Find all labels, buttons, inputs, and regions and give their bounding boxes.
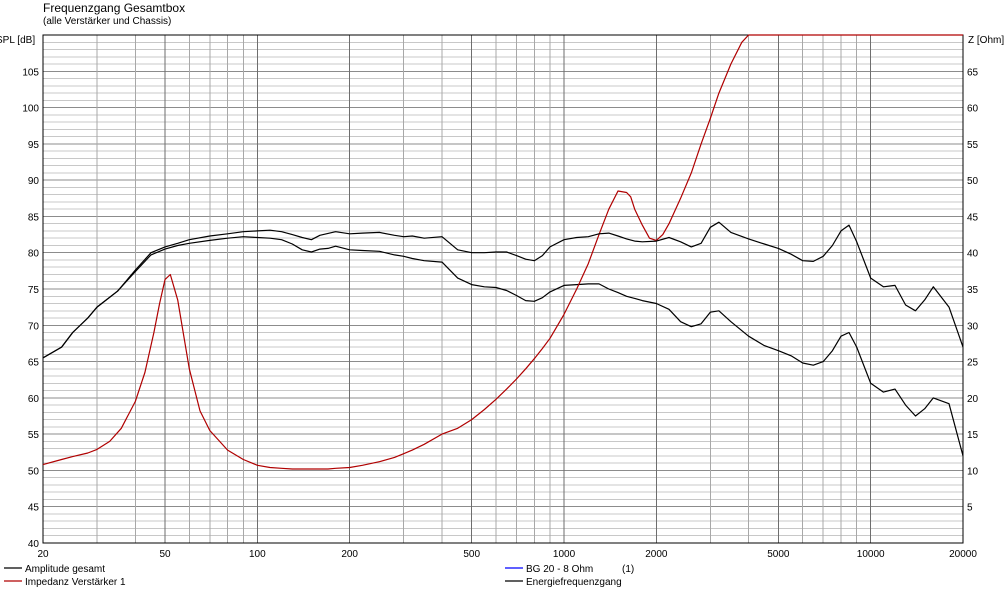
chart-title: Frequenzgang Gesamtbox [43, 1, 186, 15]
y-right-tick-label: 50 [967, 176, 979, 187]
y-right-tick-label: 40 [967, 249, 979, 260]
series-line-0 [42, 236, 964, 457]
y-left-tick-label: 45 [28, 503, 40, 514]
y-right-tick-label: 55 [967, 140, 979, 151]
legend-label: Amplitude gesamt [25, 564, 105, 575]
x-tick-label: 200 [341, 549, 358, 560]
legend-note: (1) [622, 564, 634, 575]
series-line-1 [42, 34, 963, 470]
y-right-tick-label: 45 [967, 212, 979, 223]
y-right-tick-label: 30 [967, 321, 979, 332]
y-left-tick-label: 60 [28, 394, 40, 405]
tick-labels: 20 50 100 200 500 1000 2000 5000 10000 20000 40 45 5… [22, 67, 978, 560]
y-left-tick-label: 105 [22, 67, 39, 78]
y-left-tick-label: 80 [28, 249, 40, 260]
x-tick-label: 10000 [857, 549, 885, 560]
y-left-tick-label: 90 [28, 176, 40, 187]
legend-label: Impedanz Verstärker 1 [25, 577, 126, 588]
y-right-tick-label: 60 [967, 104, 979, 115]
legend-label: Energiefrequenzgang [526, 577, 622, 588]
chart-axes [42, 34, 964, 544]
chart-subtitle: (alle Verstärker und Chassis) [43, 16, 172, 27]
x-tick-label: 2000 [645, 549, 668, 560]
y-right-tick-label: 25 [967, 358, 979, 369]
y-right-tick-label: 10 [967, 466, 979, 477]
y-left-tick-label: 95 [28, 140, 40, 151]
y-left-tick-label: 70 [28, 321, 40, 332]
y-right-tick-label: 35 [967, 285, 979, 296]
plot-frame [42, 34, 964, 544]
x-tick-label: 500 [463, 549, 480, 560]
x-tick-label: 1000 [553, 549, 576, 560]
y-left-tick-label: 65 [28, 358, 40, 369]
y-left-tick-label: 40 [28, 539, 40, 550]
x-tick-label: 100 [249, 549, 266, 560]
y-right-tick-label: 65 [967, 67, 979, 78]
legend-label: BG 20 - 8 Ohm [526, 564, 593, 575]
y-left-tick-label: 75 [28, 285, 40, 296]
y-left-tick-label: 55 [28, 430, 40, 441]
y-axis-left-label: SPL [dB] [0, 35, 35, 46]
x-tick-label: 20 [37, 549, 49, 560]
x-tick-label: 20000 [949, 549, 977, 560]
legend: Amplitude gesamt Impedanz Verstärker 1 BG … [4, 564, 634, 588]
x-tick-label: 50 [159, 549, 171, 560]
y-left-tick-label: 85 [28, 212, 40, 223]
y-right-tick-label: 5 [967, 503, 973, 514]
y-left-tick-label: 50 [28, 466, 40, 477]
grid-lines [42, 34, 964, 544]
y-right-tick-label: 20 [967, 394, 979, 405]
y-left-tick-label: 100 [22, 104, 39, 115]
y-axis-right-label: Z [Ohm] [968, 35, 1004, 46]
series-line-3 [42, 221, 964, 359]
x-tick-label: 5000 [767, 549, 790, 560]
y-right-tick-label: 15 [967, 430, 979, 441]
series-lines [42, 34, 964, 470]
